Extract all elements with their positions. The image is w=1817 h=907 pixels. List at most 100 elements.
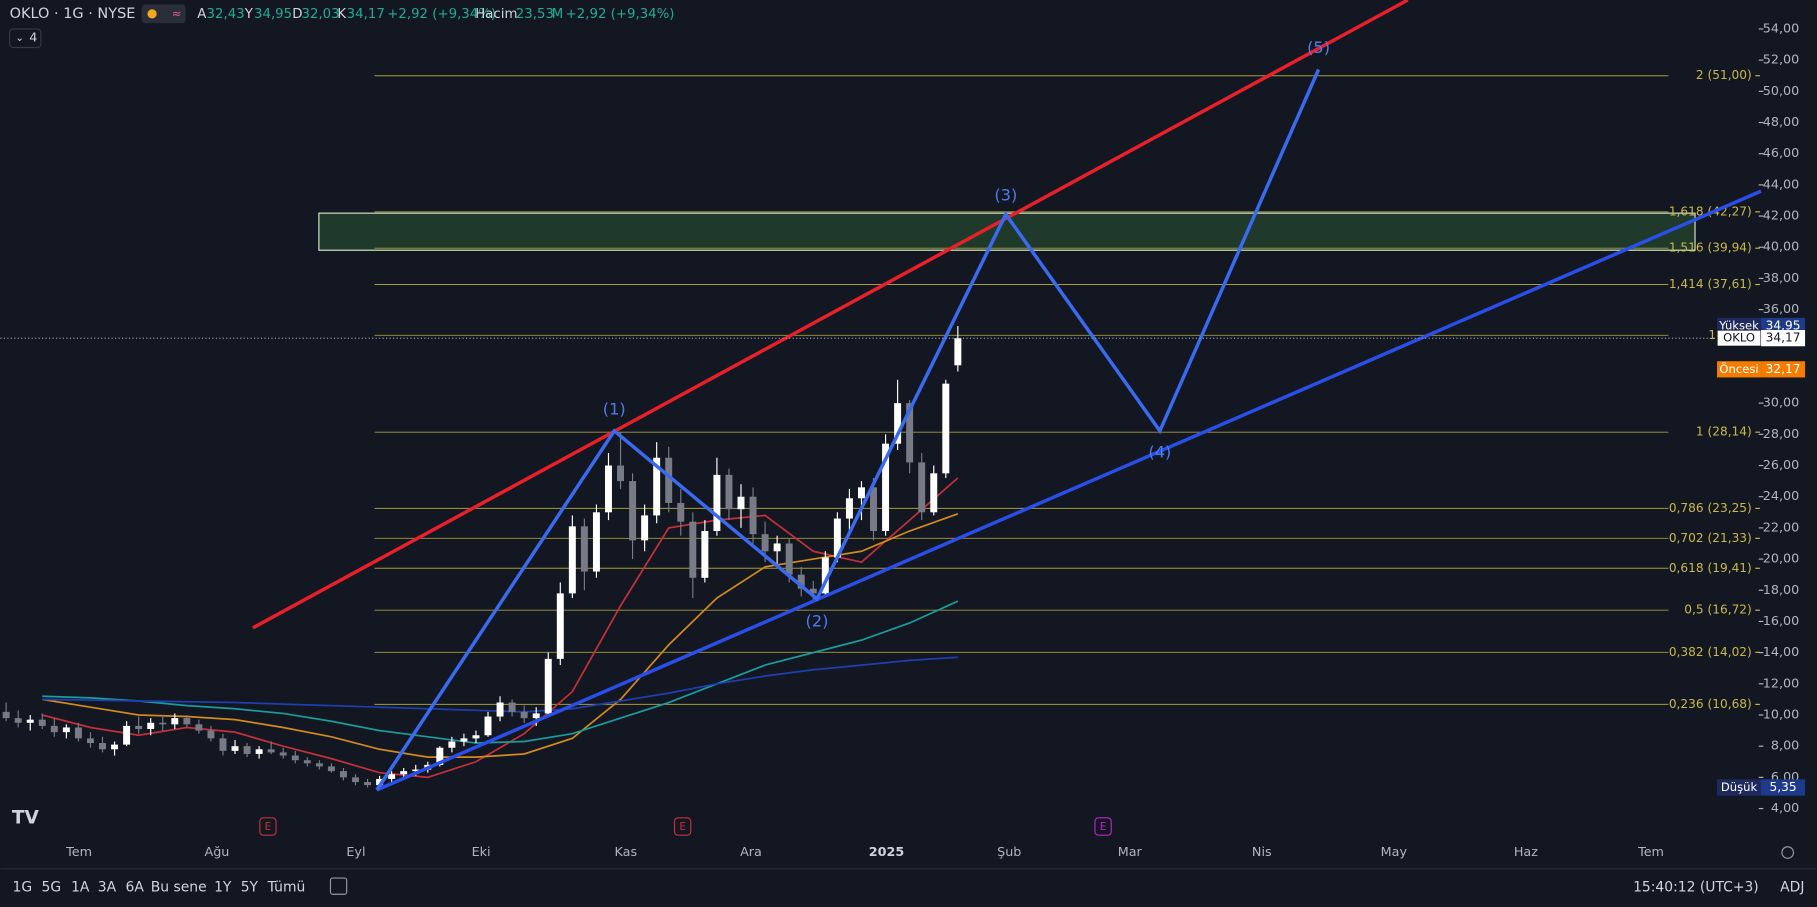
fib-label: 1,516 (39,94) <box>1669 241 1752 255</box>
candle-body <box>580 526 588 572</box>
candle-body <box>171 718 179 725</box>
candle-body <box>62 727 70 733</box>
adj-button[interactable]: ADJ <box>1780 879 1804 895</box>
price-tick-label: 52,00 <box>1763 53 1799 68</box>
earnings-marker[interactable] <box>259 817 277 836</box>
moving-average <box>42 513 959 758</box>
candle-body <box>460 738 468 742</box>
earnings-marker[interactable] <box>673 817 692 836</box>
lower-channel <box>376 189 1762 792</box>
range-button[interactable]: 6A <box>126 879 145 895</box>
time-label: Nis <box>1252 845 1272 860</box>
candle-body <box>267 749 275 753</box>
range-button[interactable]: Tümü <box>267 879 306 895</box>
chevron: ⌄ <box>15 32 24 44</box>
candle-body <box>592 512 600 572</box>
candle-body <box>761 534 769 552</box>
range-button[interactable]: 3A <box>98 879 117 895</box>
candle-body <box>882 443 890 532</box>
price-tick-label: 20,00 <box>1763 552 1799 567</box>
price-tick-label: 48,00 <box>1763 115 1799 130</box>
label: Hacim <box>475 7 517 22</box>
badge-value: 5,35 <box>1770 780 1797 794</box>
range-button[interactable]: 5Y <box>241 879 259 895</box>
candle-body <box>2 711 10 719</box>
range-button[interactable]: 1G <box>13 879 33 895</box>
candle-body <box>894 403 902 444</box>
wave-label: (4) <box>1148 442 1171 461</box>
range-button[interactable]: 5G <box>42 879 62 895</box>
header: OKLO · 1G · NYSE ≈ A 32,43 Y 34,95 D 32,… <box>9 4 674 49</box>
range-button[interactable]: Bu sene <box>151 879 207 895</box>
price-tick-label: 54,00 <box>1763 21 1799 36</box>
time-label: Eki <box>472 845 491 860</box>
candle-body <box>327 766 335 772</box>
price-tick-label: 38,00 <box>1763 271 1799 286</box>
range-button[interactable]: 1A <box>71 879 90 895</box>
status-icon: ≈ <box>172 6 182 20</box>
price-tick-label: 4,00 <box>1771 801 1799 816</box>
wave-label: (2) <box>806 612 829 631</box>
badge-name-box <box>1717 779 1762 796</box>
badge-value-box <box>1761 361 1806 378</box>
price-tick-label: 18,00 <box>1763 583 1799 598</box>
candle-body <box>195 724 203 731</box>
price-axis: 4,006,008,0010,0012,0014,0016,0018,0020,… <box>1716 21 1806 816</box>
indicator-toggle[interactable] <box>9 28 42 49</box>
time-axis: Tem Ağu Eyl Eki Kas Ara 2025 Şub Mar Nis May Haz Tem… <box>65 817 1664 860</box>
price-tick-label: 40,00 <box>1763 240 1799 255</box>
candle-body <box>629 481 637 541</box>
value: 32,43 <box>207 7 245 22</box>
badge-name: Yüksek <box>1718 318 1759 332</box>
fib-label: 0,236 (10,68) <box>1669 697 1752 711</box>
candle-body <box>315 763 323 767</box>
price-tick-label: 14,00 <box>1763 645 1799 660</box>
candle-body <box>605 465 612 513</box>
earnings-marker[interactable] <box>1094 817 1112 836</box>
candle-body <box>870 487 877 532</box>
candle-body <box>797 574 805 589</box>
candle-body <box>725 474 733 510</box>
candle-body <box>436 747 444 765</box>
time-label: 2025 <box>869 845 904 860</box>
candle-body <box>376 778 384 786</box>
candle-body <box>412 769 420 772</box>
indicator-count[interactable]: 4 <box>29 31 37 46</box>
candle-body <box>496 702 504 717</box>
price-tick-label: 26,00 <box>1763 458 1799 473</box>
candle-body <box>749 496 757 535</box>
price-tick-label: 44,00 <box>1763 177 1799 192</box>
label: A <box>197 7 206 22</box>
candle-body <box>243 746 251 754</box>
label: K <box>337 7 347 22</box>
time-label: Ağu <box>205 845 230 860</box>
candle-body <box>123 725 131 745</box>
candles <box>2 325 962 788</box>
price-tick-label: 30,00 <box>1763 396 1799 411</box>
candle-body <box>159 722 167 725</box>
price-tick-label: 46,00 <box>1763 146 1799 161</box>
price-tick-label: 8,00 <box>1771 739 1799 754</box>
candle-body <box>111 744 119 750</box>
settings-icon[interactable] <box>1781 846 1795 859</box>
candle-body <box>400 771 408 775</box>
candle-body <box>303 760 311 764</box>
candle-body <box>207 730 215 739</box>
candle-body <box>364 782 372 786</box>
drawings: (1) (2) (3) (4) (5) <box>252 0 1762 792</box>
time-label: Şub <box>997 845 1021 860</box>
range-button[interactable]: 1Y <box>214 879 232 895</box>
candle-body <box>845 498 853 519</box>
candle-body <box>942 383 950 474</box>
badge-name: Düşük <box>1721 780 1758 794</box>
fib-label: 0,5 (16,72) <box>1684 603 1751 617</box>
candle-body <box>653 457 661 516</box>
fib-label: 2 (51,00) <box>1696 68 1752 82</box>
candle-body <box>833 518 841 558</box>
value: +2,92 (+9,34%) <box>387 7 496 22</box>
date-picker-icon[interactable] <box>329 877 348 895</box>
upper-channel <box>252 0 1409 630</box>
candle-body <box>689 521 697 578</box>
value: 34,95 <box>254 7 292 22</box>
